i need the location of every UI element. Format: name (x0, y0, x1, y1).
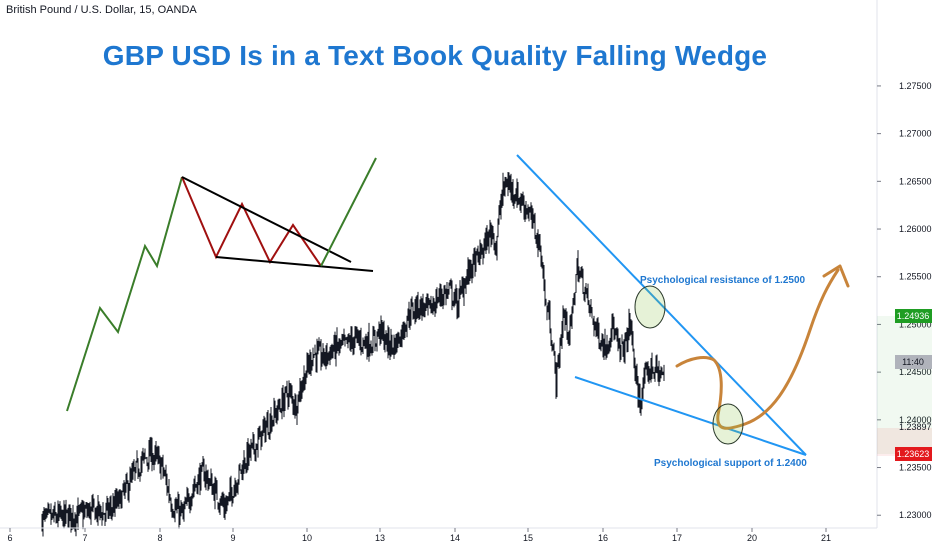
breakout-line (320, 157, 377, 267)
y-tick-label: 1.25500 (899, 272, 932, 282)
x-tick-label: 14 (450, 533, 460, 543)
time-axis: 6 7 8 9 10 13 14 15 16 17 20 21 (0, 527, 877, 543)
x-tick-label: 6 (7, 533, 12, 543)
resistance-annotation: Psychological resistance of 1.2500 (640, 275, 806, 286)
y-tick-label: 1.26500 (899, 176, 932, 186)
x-tick-label: 13 (375, 533, 385, 543)
price-label-time-bg (895, 355, 932, 369)
y-tick-label: 1.23000 (899, 510, 932, 520)
price-label-lower: 1.23623 (897, 449, 930, 459)
y-tick-label: 1.25000 (899, 319, 932, 329)
price-axis: 1.23000 1.23500 1.24000 1.24500 1.25000 1.255… (876, 0, 932, 528)
x-tick-label: 20 (747, 533, 757, 543)
projection-curve (675, 268, 840, 430)
price-label-time: 11:40 (902, 357, 924, 367)
price-label-mid: 1.23897 (899, 422, 932, 432)
y-tick-label: 1.24000 (899, 415, 932, 425)
illustration-lower-line (215, 256, 374, 272)
x-tick-label: 16 (598, 533, 608, 543)
y-tick-label: 1.26000 (899, 224, 932, 234)
falling-wedge-illustration (66, 157, 377, 412)
price-label-lower-bg (895, 447, 932, 461)
x-tick-label: 21 (821, 533, 831, 543)
x-tick-label: 9 (230, 533, 235, 543)
touch-markers (634, 285, 744, 445)
wedge-zigzag (181, 176, 322, 267)
x-tick-label: 7 (82, 533, 87, 543)
price-label-upper: 1.24936 (897, 311, 930, 321)
projection-arrowhead (822, 264, 850, 288)
x-tick-label: 15 (523, 533, 533, 543)
annotations: Psychological resistance of 1.2500 Psycho… (640, 275, 807, 469)
falling-wedge (516, 154, 807, 456)
x-tick-label: 10 (302, 533, 312, 543)
wedge-lower-trendline (574, 376, 807, 456)
y-tick-label: 1.27000 (899, 129, 932, 139)
support-touch-circle (712, 403, 744, 445)
price-series (41, 172, 665, 537)
wedge-upper-trendline (516, 154, 807, 456)
impulse-wave (66, 176, 183, 412)
projection-path (675, 264, 850, 430)
y-tick-label: 1.23500 (899, 463, 932, 473)
price-label-upper-bg (895, 309, 932, 323)
support-annotation: Psychological support of 1.2400 (654, 458, 807, 469)
range-highlight-green (877, 316, 932, 454)
resistance-touch-circle (634, 285, 666, 329)
symbol-header: British Pound / U.S. Dollar, 15, OANDA (6, 4, 197, 16)
chart-title: GBP USD Is in a Text Book Quality Fallin… (102, 40, 768, 71)
y-tick-label: 1.24500 (899, 367, 932, 377)
x-tick-label: 8 (157, 533, 162, 543)
x-tick-label: 17 (672, 533, 682, 543)
y-tick-label: 1.27500 (899, 81, 932, 91)
illustration-upper-line (181, 176, 352, 263)
